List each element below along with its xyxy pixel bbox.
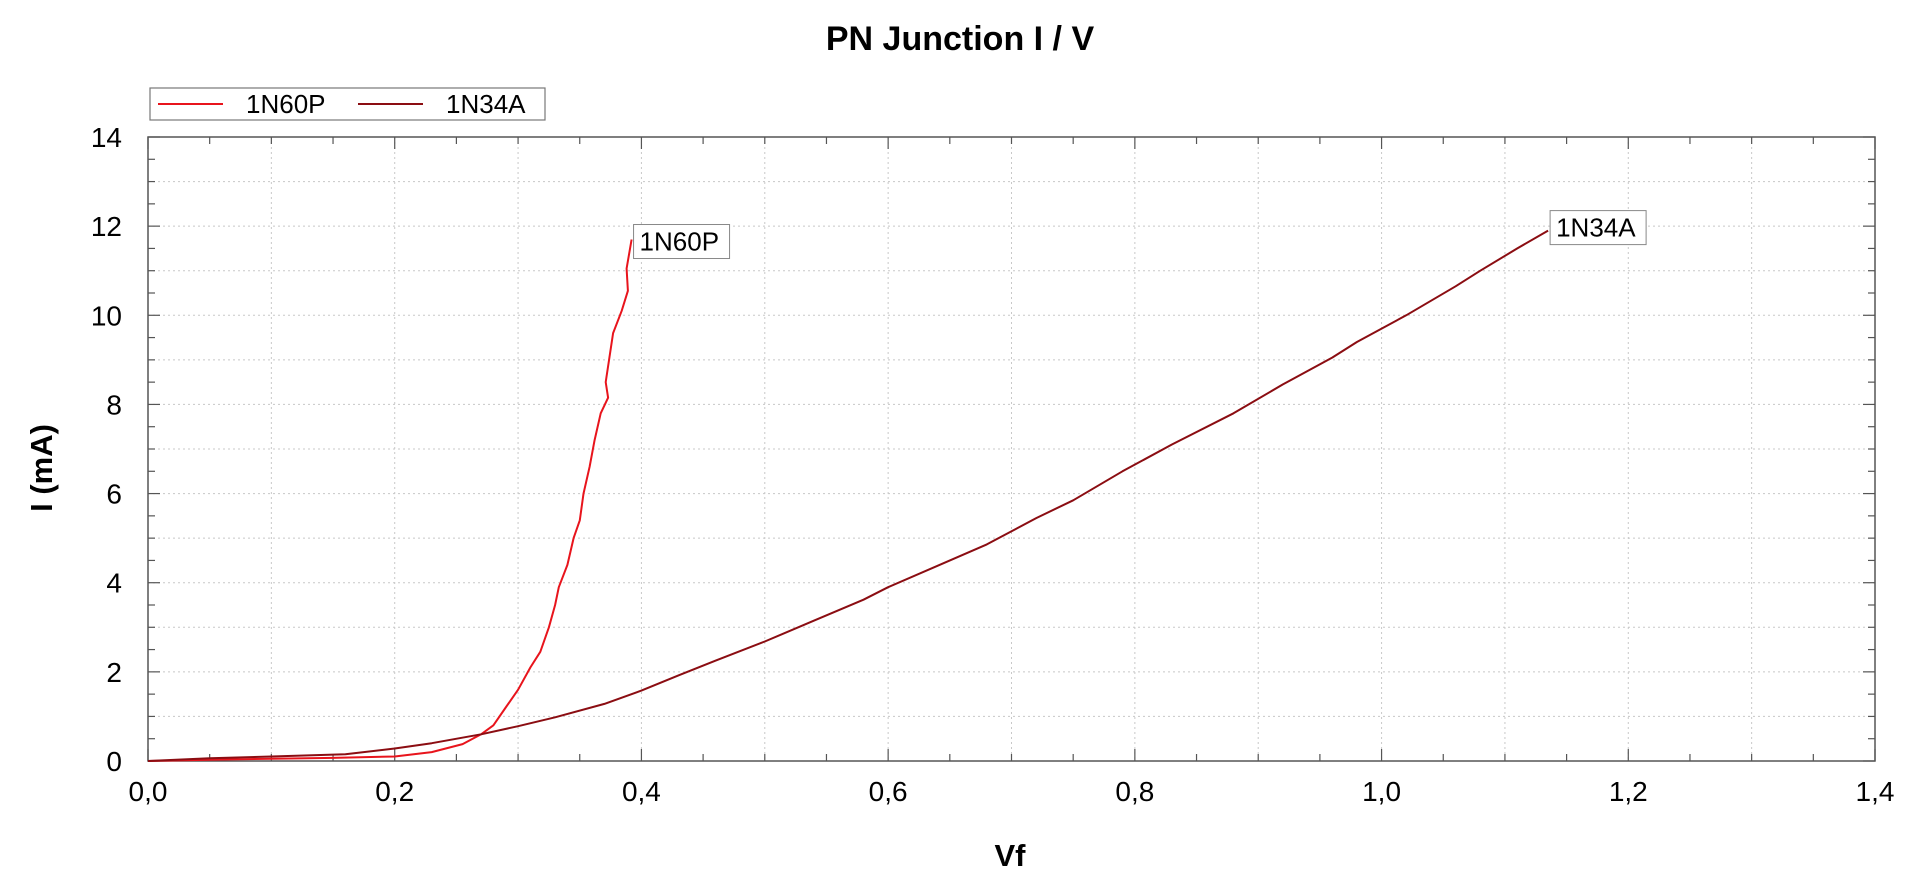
x-tick-label: 0,0 bbox=[129, 776, 168, 807]
x-tick-label: 1,2 bbox=[1609, 776, 1648, 807]
end-label-1n60p: 1N60P bbox=[633, 224, 731, 260]
x-tick-label: 0,8 bbox=[1115, 776, 1154, 807]
y-axis-label: I (mA) bbox=[24, 424, 59, 512]
end-label-box bbox=[1549, 210, 1647, 246]
end-label-text: 1N60P bbox=[640, 227, 720, 257]
y-tick-label: 12 bbox=[91, 211, 122, 242]
series-line-1n60p bbox=[147, 239, 633, 762]
x-tick-label: 1,4 bbox=[1856, 776, 1895, 807]
y-tick-label: 2 bbox=[106, 657, 122, 688]
y-tick-label: 0 bbox=[106, 746, 122, 777]
x-tick-label: 0,2 bbox=[375, 776, 414, 807]
x-axis-label: Vf bbox=[995, 838, 1027, 873]
y-tick-label: 4 bbox=[106, 568, 122, 599]
legend-label-1n34a: 1N34A bbox=[446, 89, 526, 119]
y-tick-label: 10 bbox=[91, 300, 122, 331]
end-label-text: 1N34A bbox=[1556, 213, 1636, 243]
series-line-1n34a bbox=[147, 229, 1549, 762]
y-tick-label: 6 bbox=[106, 479, 122, 510]
x-tick-label: 1,0 bbox=[1362, 776, 1401, 807]
legend: 1N60P 1N34A bbox=[149, 87, 546, 121]
legend-label-1n60p: 1N60P bbox=[246, 89, 326, 119]
tick-labels: 0,0 0,2 0,4 0,6 0,8 1,0 1,2 1,4 0 2 4 6 8 10 12 14 bbox=[91, 122, 1895, 807]
x-tick-label: 0,4 bbox=[622, 776, 661, 807]
series-layer: 1N60P 1N34A bbox=[147, 210, 1647, 762]
end-label-box bbox=[633, 224, 731, 260]
grid bbox=[148, 137, 1875, 761]
x-tick-label: 0,6 bbox=[869, 776, 908, 807]
y-tick-label: 8 bbox=[106, 389, 122, 420]
y-tick-label: 14 bbox=[91, 122, 122, 153]
chart-title: PN Junction I / V bbox=[826, 20, 1095, 58]
end-label-1n34a: 1N34A bbox=[1549, 210, 1647, 246]
